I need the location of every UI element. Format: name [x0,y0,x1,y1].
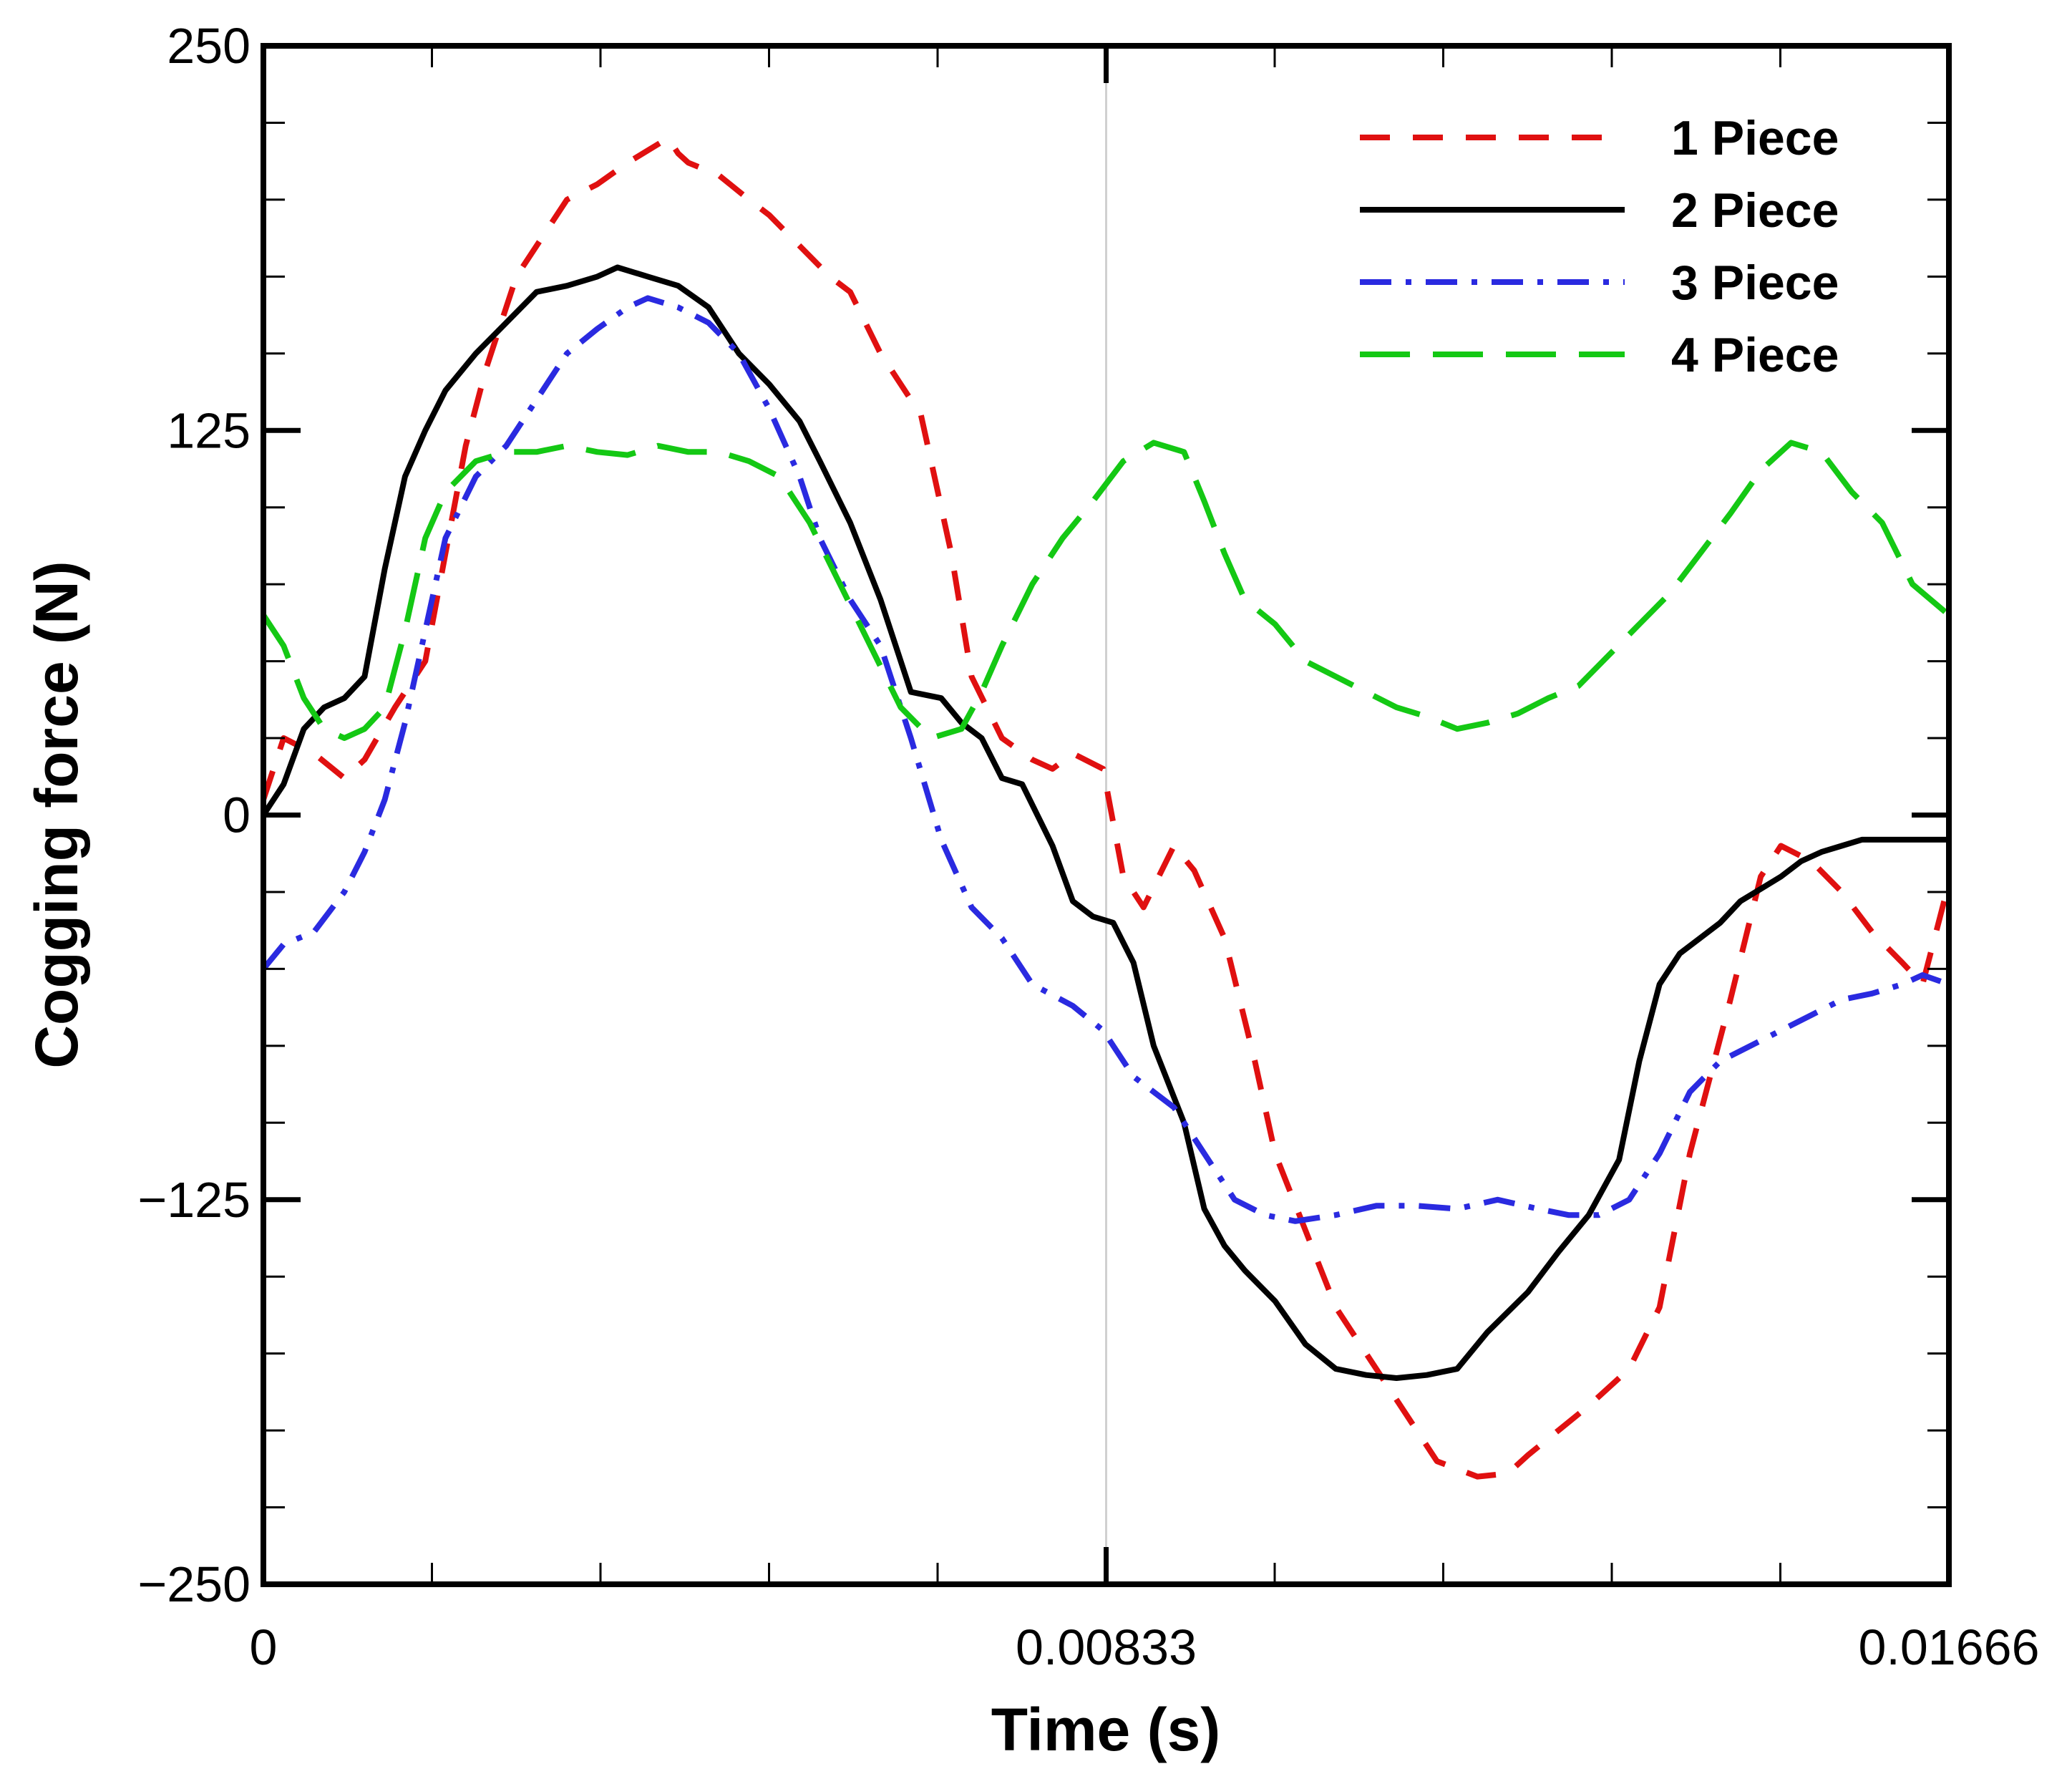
legend: 1 Piece 2 Piece 3 Piece 4 Piece [1360,111,1839,382]
tick-label-layer: 250 125 0 −125 −250 0 0.00833 0.01666 [137,18,2039,1675]
series-line-1 [261,135,1952,1480]
legend-label-2: 2 Piece [1671,183,1839,238]
x-tick-label: 0 [250,1619,278,1675]
y-tick-label: −250 [137,1556,251,1612]
tick-layer [261,43,1952,1587]
y-tick-label: −125 [137,1172,251,1228]
y-axis-title: Cogging force (N) [23,561,90,1068]
y-tick-label: 0 [223,787,251,843]
x-axis-title: Time (s) [991,1696,1221,1763]
legend-label-1: 1 Piece [1671,111,1839,165]
legend-label-4: 4 Piece [1671,328,1839,382]
y-tick-label: 125 [167,402,251,458]
series-layer [261,135,1952,1480]
series-line-4 [261,440,1951,741]
y-tick-label: 250 [167,18,251,74]
series-line-2 [261,264,1949,1381]
x-tick-label: 0.00833 [1016,1619,1197,1675]
legend-label-3: 3 Piece [1671,256,1839,310]
x-tick-label: 0.01666 [1858,1619,2039,1675]
